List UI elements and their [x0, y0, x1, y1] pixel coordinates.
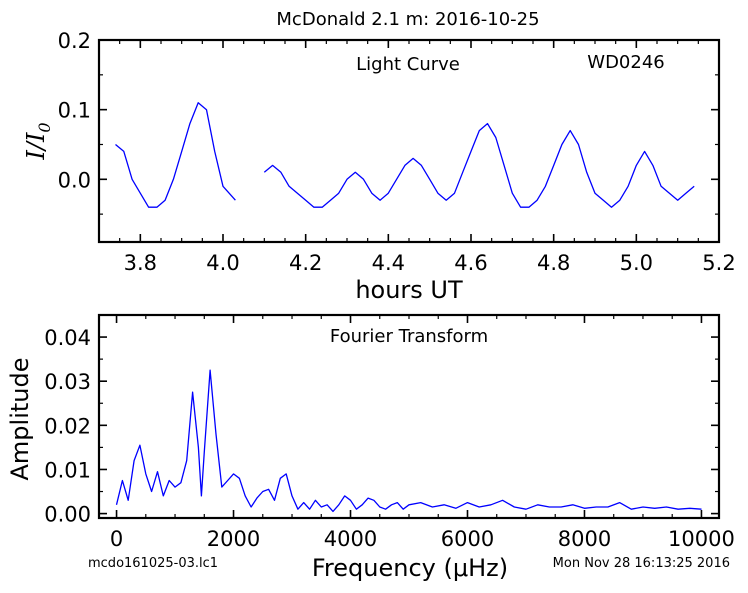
- figure-title: McDonald 2.1 m: 2016-10-25: [276, 9, 539, 30]
- light-curve-y-axis-label: I/I0: [22, 122, 54, 160]
- fourier-tick-labels: 0 2000 4000 6000 8000 10000 0.00 0.01 0.02 0.03 0.…: [44, 326, 735, 551]
- x-tick-label: 2000: [207, 527, 260, 551]
- light-curve-annotation: Light Curve: [356, 54, 460, 75]
- light-curve-panel: 3.8 4.0 4.2 4.4 4.6 4.8 5.0 5.2 0.0 0.1 0.2 Light …: [22, 29, 736, 304]
- source-filename: mcdo161025-03.lc1: [88, 556, 218, 571]
- x-tick-label: 4.0: [206, 251, 239, 275]
- series-line-0: [115, 102, 236, 208]
- y-tick-label: 0.2: [58, 29, 91, 53]
- series-line-0: [115, 369, 702, 513]
- series-line-1: [263, 122, 695, 208]
- x-tick-label: 8000: [558, 527, 611, 551]
- y-tick-label: 0.1: [58, 99, 91, 123]
- x-tick-label: 4.6: [454, 251, 487, 275]
- x-tick-label: 4.2: [289, 251, 322, 275]
- y-tick-label: 0.00: [44, 503, 91, 527]
- x-tick-label: 3.8: [124, 251, 157, 275]
- x-tick-label: 5.2: [702, 251, 735, 275]
- y-tick-label: 0.02: [44, 414, 91, 438]
- y-tick-label: 0.01: [44, 458, 91, 482]
- fourier-x-axis-label: Frequency (μHz): [312, 554, 508, 582]
- light-curve-tick-labels: 3.8 4.0 4.2 4.4 4.6 4.8 5.0 5.2 0.0 0.1 0.2: [58, 29, 736, 275]
- y-tick-label: 0.0: [58, 168, 91, 192]
- x-tick-label: 10000: [668, 527, 735, 551]
- x-tick-label: 4.8: [537, 251, 570, 275]
- object-name-annotation: WD0246: [587, 52, 664, 73]
- y-tick-label: 0.04: [44, 326, 91, 350]
- fourier-series: [115, 369, 702, 513]
- y-tick-label: 0.03: [44, 370, 91, 394]
- light-curve-series: [115, 102, 695, 208]
- generated-timestamp: Mon Nov 28 16:13:25 2016: [553, 556, 730, 571]
- x-tick-label: 6000: [441, 527, 494, 551]
- x-tick-label: 5.0: [620, 251, 653, 275]
- fourier-frame: [97, 313, 721, 520]
- fourier-annotation: Fourier Transform: [330, 326, 488, 347]
- x-tick-label: 0: [110, 527, 123, 551]
- fourier-y-axis-label: Amplitude: [6, 358, 34, 481]
- light-curve-frame: [97, 38, 721, 244]
- light-curve-x-axis-label: hours UT: [355, 276, 463, 304]
- x-tick-label: 4000: [324, 527, 377, 551]
- fourier-ticks: [99, 315, 719, 518]
- fourier-panel: 0 2000 4000 6000 8000 10000 0.00 0.01 0.02 0.03 0.…: [6, 313, 735, 582]
- x-tick-label: 4.4: [372, 251, 405, 275]
